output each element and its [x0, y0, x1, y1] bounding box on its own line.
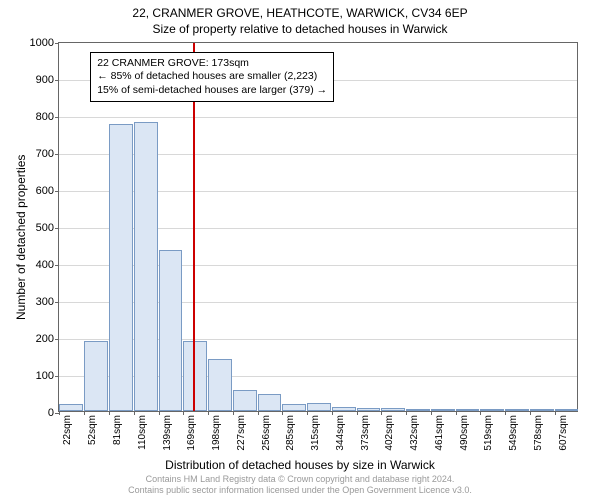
ytick-label: 600	[36, 185, 54, 197]
info-box-line: 22 CRANMER GROVE: 173sqm	[97, 57, 327, 70]
page-subtitle: Size of property relative to detached ho…	[0, 22, 600, 36]
xtick-label: 402sqm	[384, 415, 395, 451]
xtick-mark	[381, 411, 382, 415]
xtick-label: 81sqm	[112, 415, 123, 445]
xtick-mark	[109, 411, 110, 415]
xtick-mark	[84, 411, 85, 415]
info-box-line: ← 85% of detached houses are smaller (2,…	[97, 70, 327, 83]
info-box-line: 15% of semi-detached houses are larger (…	[97, 84, 327, 97]
xtick-mark	[134, 411, 135, 415]
ytick-mark	[55, 80, 59, 81]
xtick-label: 198sqm	[211, 415, 222, 451]
ytick-label: 100	[36, 370, 54, 382]
footer-attribution: Contains HM Land Registry data © Crown c…	[0, 474, 600, 496]
histogram-bar	[59, 404, 83, 411]
histogram-chart: 0100200300400500600700800900100022sqm52s…	[58, 42, 578, 412]
xtick-mark	[159, 411, 160, 415]
xtick-label: 490sqm	[459, 415, 470, 451]
xtick-label: 519sqm	[483, 415, 494, 451]
xtick-mark	[555, 411, 556, 415]
histogram-bar	[84, 341, 108, 411]
ytick-mark	[55, 154, 59, 155]
ytick-mark	[55, 413, 59, 414]
page-title: 22, CRANMER GROVE, HEATHCOTE, WARWICK, C…	[0, 6, 600, 20]
histogram-bar	[456, 409, 480, 411]
gridline	[59, 117, 577, 118]
histogram-bar	[258, 394, 282, 411]
yaxis-title: Number of detached properties	[14, 155, 28, 320]
ytick-mark	[55, 191, 59, 192]
xtick-mark	[505, 411, 506, 415]
xtick-mark	[183, 411, 184, 415]
ytick-label: 1000	[30, 37, 54, 49]
ytick-label: 700	[36, 148, 54, 160]
histogram-bar	[134, 122, 158, 411]
ytick-label: 200	[36, 333, 54, 345]
histogram-bar	[233, 390, 257, 411]
histogram-bar	[357, 408, 381, 411]
footer-line-1: Contains HM Land Registry data © Crown c…	[0, 474, 600, 485]
xtick-label: 373sqm	[360, 415, 371, 451]
xtick-mark	[456, 411, 457, 415]
xtick-mark	[258, 411, 259, 415]
xtick-mark	[282, 411, 283, 415]
xtick-label: 22sqm	[62, 415, 73, 445]
ytick-mark	[55, 339, 59, 340]
xaxis-title: Distribution of detached houses by size …	[0, 458, 600, 472]
footer-line-2: Contains public sector information licen…	[0, 485, 600, 496]
ytick-label: 800	[36, 111, 54, 123]
xtick-label: 285sqm	[285, 415, 296, 451]
xtick-label: 139sqm	[162, 415, 173, 451]
xtick-label: 169sqm	[186, 415, 197, 451]
xtick-mark	[59, 411, 60, 415]
ytick-mark	[55, 228, 59, 229]
xtick-label: 432sqm	[409, 415, 420, 451]
xtick-label: 52sqm	[87, 415, 98, 445]
ytick-label: 500	[36, 222, 54, 234]
xtick-mark	[480, 411, 481, 415]
xtick-mark	[233, 411, 234, 415]
histogram-bar	[208, 359, 232, 411]
xtick-label: 256sqm	[261, 415, 272, 451]
histogram-bar	[332, 407, 356, 411]
histogram-bar	[282, 404, 306, 411]
xtick-mark	[357, 411, 358, 415]
histogram-bar	[505, 409, 529, 411]
xtick-label: 461sqm	[434, 415, 445, 451]
xtick-label: 578sqm	[533, 415, 544, 451]
xtick-label: 227sqm	[236, 415, 247, 451]
xtick-mark	[530, 411, 531, 415]
histogram-bar	[530, 409, 554, 411]
histogram-bar	[381, 408, 405, 411]
ytick-mark	[55, 117, 59, 118]
histogram-bar	[555, 409, 579, 411]
histogram-bar	[109, 124, 133, 411]
ytick-label: 300	[36, 296, 54, 308]
xtick-mark	[208, 411, 209, 415]
info-box: 22 CRANMER GROVE: 173sqm← 85% of detache…	[90, 52, 334, 101]
histogram-bar	[183, 341, 207, 411]
ytick-mark	[55, 43, 59, 44]
xtick-mark	[307, 411, 308, 415]
histogram-bar	[406, 409, 430, 411]
histogram-bar	[159, 250, 183, 411]
ytick-label: 0	[48, 407, 54, 419]
ytick-mark	[55, 265, 59, 266]
xtick-mark	[332, 411, 333, 415]
ytick-label: 400	[36, 259, 54, 271]
xtick-label: 549sqm	[508, 415, 519, 451]
ytick-mark	[55, 376, 59, 377]
histogram-bar	[307, 403, 331, 411]
xtick-mark	[431, 411, 432, 415]
xtick-label: 344sqm	[335, 415, 346, 451]
xtick-label: 315sqm	[310, 415, 321, 451]
xtick-mark	[406, 411, 407, 415]
histogram-bar	[431, 409, 455, 411]
xtick-label: 607sqm	[558, 415, 569, 451]
ytick-mark	[55, 302, 59, 303]
xtick-label: 110sqm	[137, 415, 148, 450]
histogram-bar	[480, 409, 504, 411]
ytick-label: 900	[36, 74, 54, 86]
